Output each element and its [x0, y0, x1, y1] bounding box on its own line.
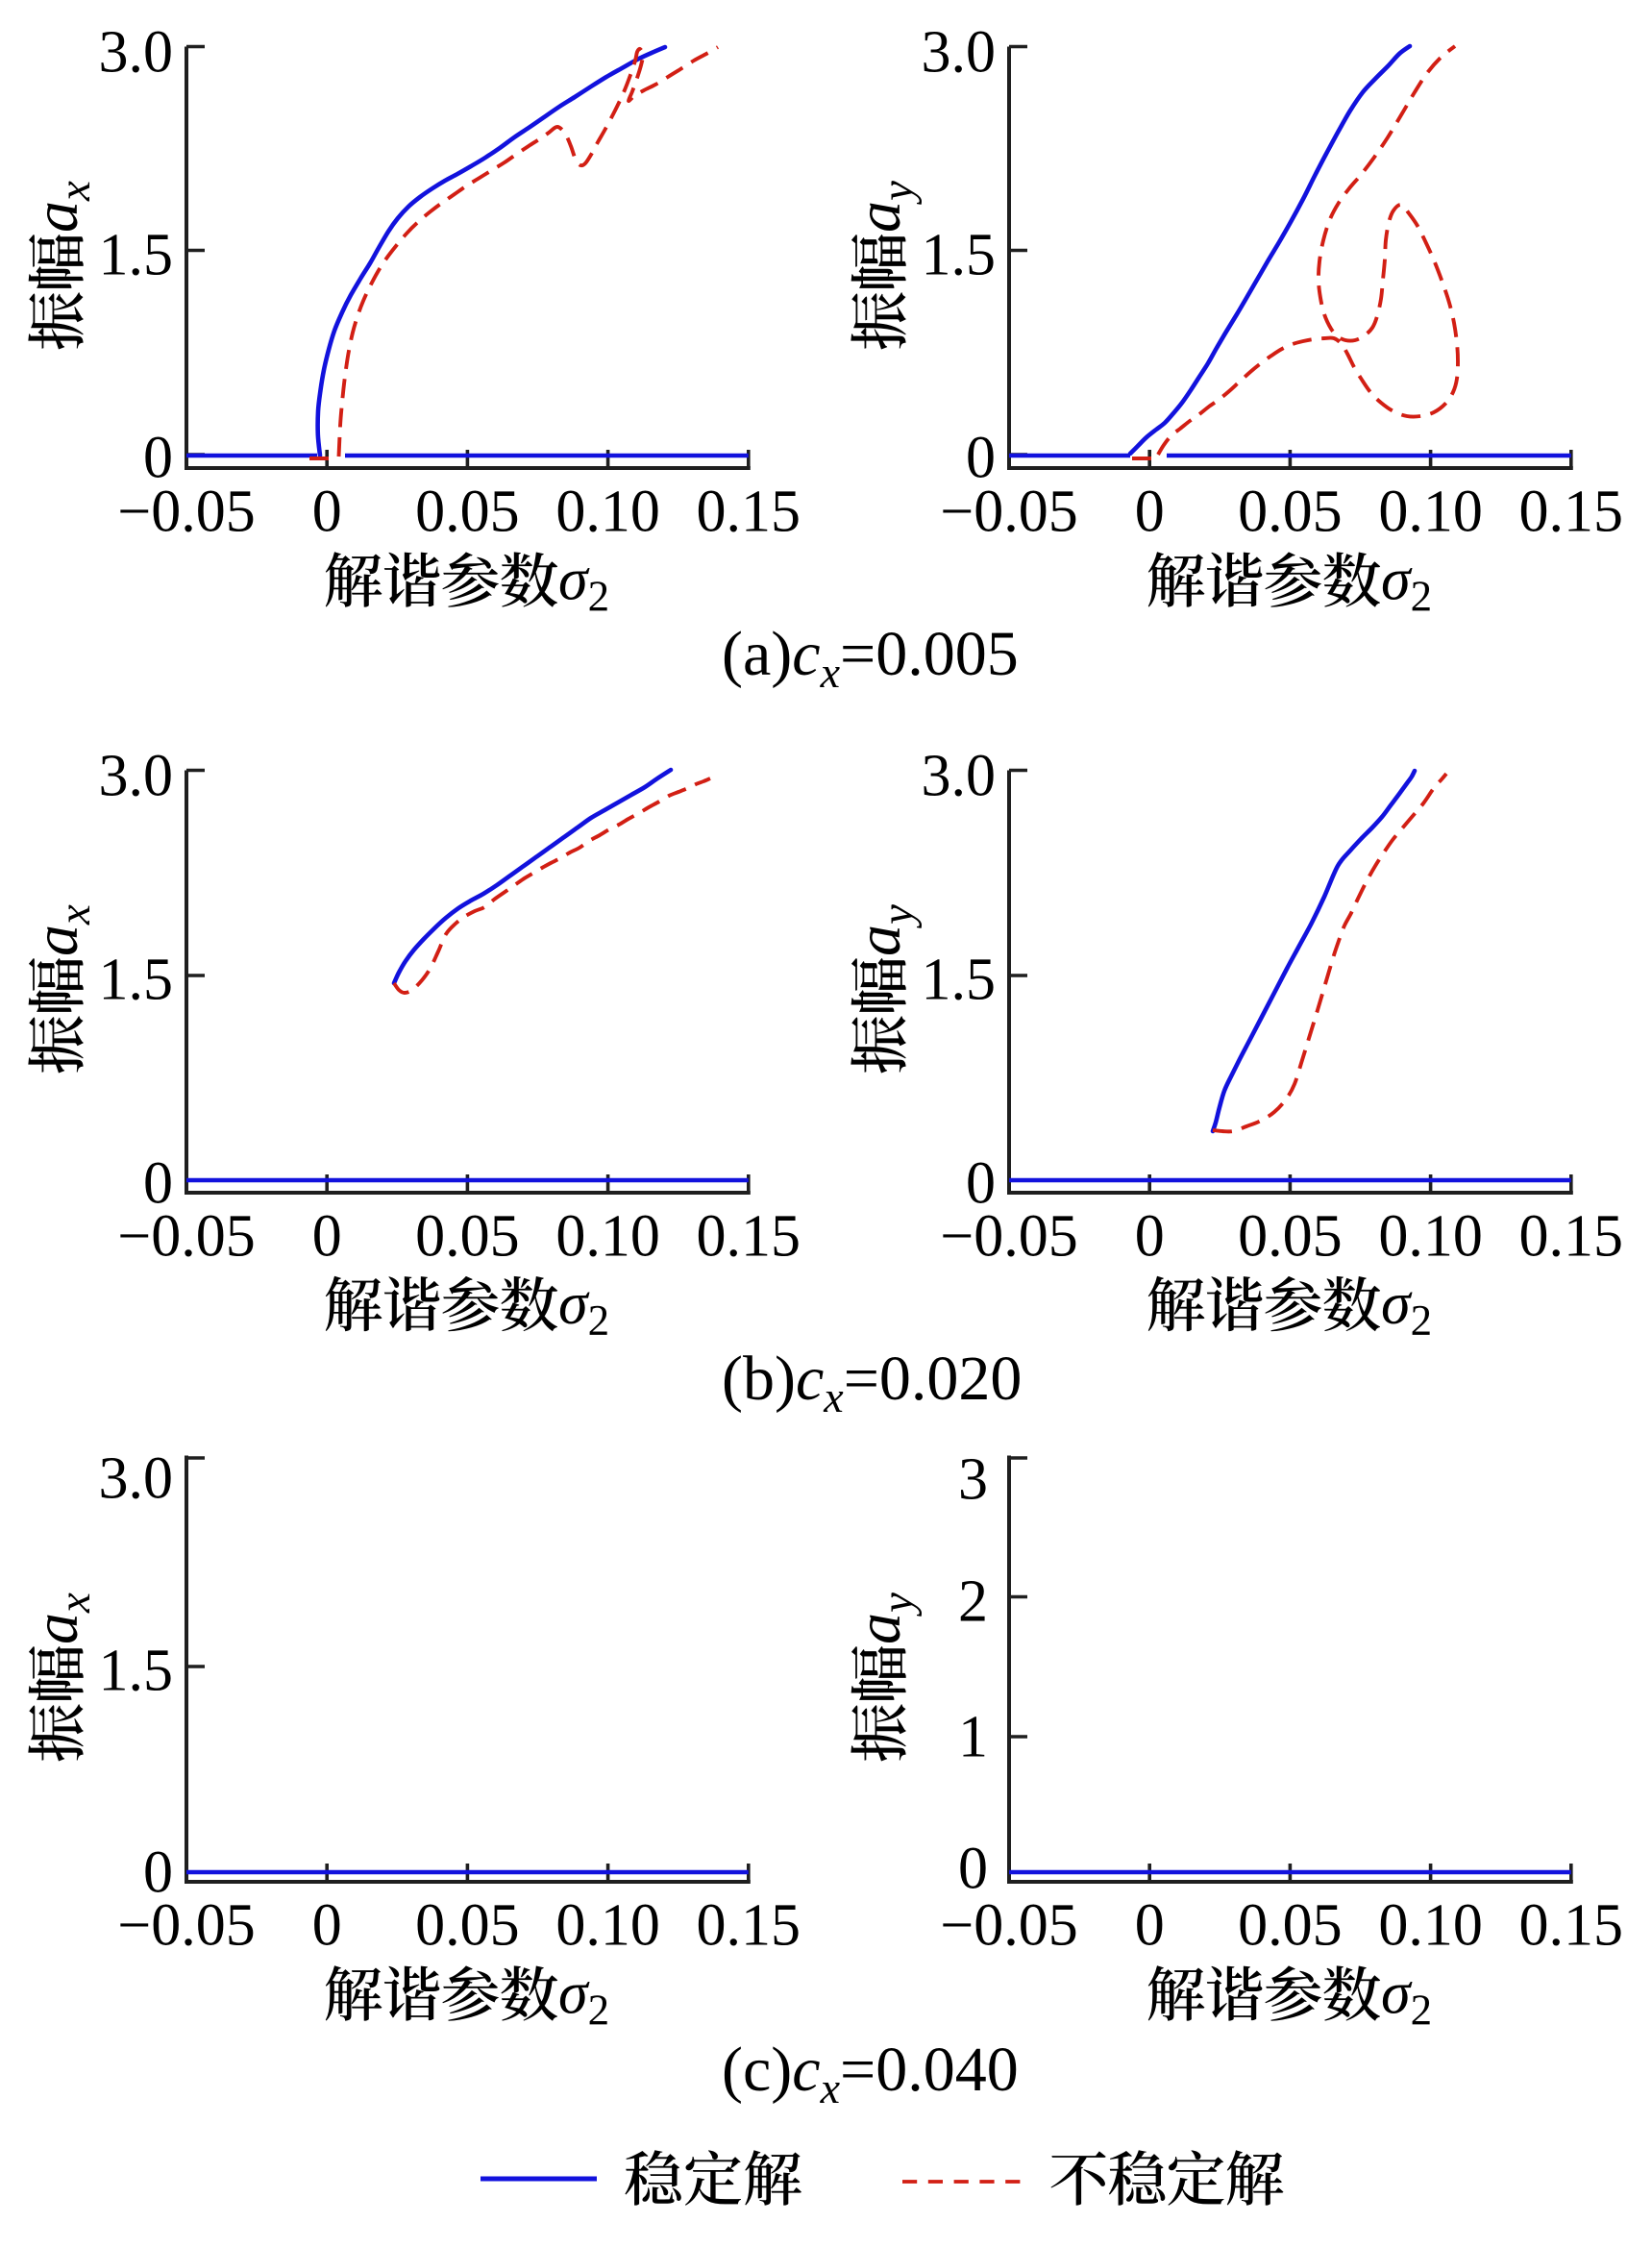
svg-text:0.10: 0.10: [1378, 1204, 1483, 1270]
svg-text:−0.05: −0.05: [117, 1893, 255, 1959]
svg-text:0.05: 0.05: [415, 1893, 520, 1959]
svg-text:0: 0: [1135, 1204, 1165, 1270]
svg-text:3.0: 3.0: [99, 1446, 174, 1512]
svg-text:−0.05: −0.05: [940, 480, 1077, 545]
svg-text:0: 0: [966, 426, 996, 491]
svg-text:1: 1: [958, 1705, 988, 1770]
svg-text:0.10: 0.10: [555, 480, 660, 545]
svg-text:1.5: 1.5: [922, 223, 997, 288]
svg-text:−0.05: −0.05: [117, 1204, 255, 1270]
svg-text:0.05: 0.05: [1238, 480, 1343, 545]
svg-text:1.5: 1.5: [922, 948, 997, 1013]
svg-text:0.10: 0.10: [1378, 1893, 1483, 1959]
svg-text:0.05: 0.05: [415, 1204, 520, 1270]
svg-text:σ2: σ2: [1381, 1962, 1432, 2035]
svg-text:3.0: 3.0: [922, 744, 997, 809]
svg-text:0: 0: [312, 1204, 342, 1270]
svg-text:ax: ax: [21, 904, 100, 956]
svg-text:1.5: 1.5: [99, 223, 174, 288]
svg-text:0.10: 0.10: [1378, 480, 1483, 545]
svg-text:(a)cx=0.005: (a)cx=0.005: [722, 619, 1019, 697]
svg-text:0.15: 0.15: [697, 480, 801, 545]
svg-text:ay: ay: [844, 904, 923, 956]
svg-text:3: 3: [958, 1447, 988, 1513]
svg-text:2: 2: [958, 1569, 988, 1635]
svg-text:(c)cx=0.040: (c)cx=0.040: [722, 2035, 1019, 2112]
svg-text:1.5: 1.5: [99, 1639, 174, 1704]
svg-text:0.05: 0.05: [1238, 1204, 1343, 1270]
svg-text:1.5: 1.5: [99, 948, 174, 1013]
svg-text:0: 0: [1135, 480, 1165, 545]
svg-text:0: 0: [966, 1151, 996, 1217]
svg-text:0.10: 0.10: [555, 1893, 660, 1959]
svg-text:0.05: 0.05: [1238, 1893, 1343, 1959]
svg-text:0: 0: [312, 480, 342, 545]
svg-text:0.05: 0.05: [415, 480, 520, 545]
svg-text:0.15: 0.15: [697, 1893, 801, 1959]
svg-text:3.0: 3.0: [99, 744, 174, 809]
svg-text:−0.05: −0.05: [940, 1204, 1077, 1270]
svg-text:0: 0: [958, 1837, 988, 1902]
svg-text:0: 0: [143, 1151, 173, 1217]
svg-text:0: 0: [143, 426, 173, 491]
svg-text:(b)cx=0.020: (b)cx=0.020: [722, 1344, 1022, 1421]
svg-text:0.15: 0.15: [1519, 480, 1624, 545]
svg-text:3.0: 3.0: [99, 20, 174, 86]
svg-text:0.10: 0.10: [555, 1204, 660, 1270]
svg-text:−0.05: −0.05: [117, 480, 255, 545]
svg-text:−0.05: −0.05: [940, 1893, 1077, 1959]
svg-text:0: 0: [312, 1893, 342, 1959]
svg-text:0.15: 0.15: [1519, 1204, 1624, 1270]
svg-text:0.15: 0.15: [697, 1204, 801, 1270]
svg-text:0.15: 0.15: [1519, 1893, 1624, 1959]
svg-text:3.0: 3.0: [922, 20, 997, 86]
svg-text:0: 0: [143, 1840, 173, 1906]
svg-text:0: 0: [1135, 1893, 1165, 1959]
